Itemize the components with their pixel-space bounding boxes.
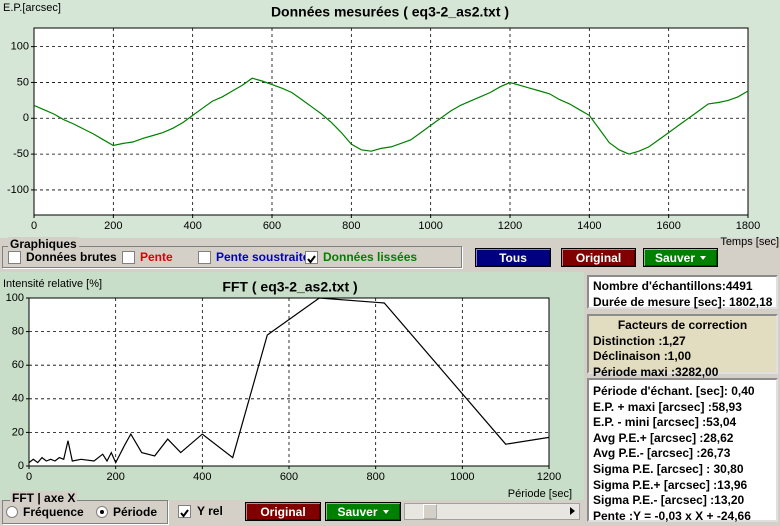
checkbox[interactable] [122, 251, 135, 264]
x-axis-label: Temps [sec] [720, 236, 779, 248]
button[interactable]: Sauver [325, 502, 401, 521]
button[interactable]: Original [561, 248, 636, 267]
y-tick-label: 20 [12, 426, 24, 438]
checkbox[interactable] [178, 505, 191, 518]
x-tick-label: 200 [106, 471, 124, 483]
group-title: FFT | axe X [10, 491, 78, 505]
x-tick-label: 800 [366, 471, 384, 483]
data-line [33, 77, 749, 155]
button[interactable]: Tous [475, 248, 551, 267]
x-tick-label: 0 [26, 471, 32, 483]
y-tick-label: 40 [12, 393, 24, 405]
stat-line: Durée de mesure [sec]: 1802,18 [593, 294, 773, 309]
x-tick-label: 1800 [736, 220, 760, 232]
radio-label: Fréquence [23, 505, 84, 519]
checkbox[interactable] [305, 251, 318, 264]
x-tick-label: 1200 [498, 220, 522, 232]
dropdown-arrow [700, 255, 707, 260]
checkbox-label: Pente [140, 250, 173, 264]
button[interactable]: Sauver [643, 248, 718, 267]
button-label: Sauver [337, 504, 378, 519]
button-label: Sauver [654, 250, 696, 265]
y-tick-label: 100 [6, 292, 24, 304]
y-tick-label: 0 [23, 112, 29, 124]
y-tick-label: 0 [18, 460, 24, 472]
y-tick-label: 60 [12, 359, 24, 371]
group-title: Graphiques [8, 237, 79, 251]
checkbox-label: Pente soustraite [216, 250, 310, 264]
stat-line: Avg P.E.- [arcsec] :26,73 [593, 446, 731, 461]
y-axis-label: Intensité relative [%] [3, 278, 102, 290]
y-tick-label: -50 [13, 148, 29, 160]
check-mark [180, 509, 189, 518]
x-tick-label: 1000 [450, 471, 474, 483]
scroll-thumb[interactable] [423, 504, 437, 519]
stat-line: Déclinaison :1,00 [593, 349, 692, 364]
checkbox-label: Données lissées [323, 250, 418, 264]
panel-title: Facteurs de correction [617, 318, 748, 332]
y-axis-label: E.P.[arcsec] [3, 2, 61, 14]
scroll-arrow[interactable] [570, 507, 575, 515]
y-tick-label: -100 [7, 184, 29, 196]
chart-title: Données mesurées ( eq3-2_as2.txt ) [271, 4, 509, 20]
dropdown-arrow [382, 509, 389, 514]
data-line [28, 297, 550, 464]
radio-label: Période [113, 505, 158, 519]
x-tick-label: 600 [263, 220, 281, 232]
radio-button[interactable] [96, 506, 108, 518]
x-tick-label: 800 [342, 220, 360, 232]
x-tick-label: 1000 [418, 220, 442, 232]
y-tick-label: 100 [11, 41, 29, 53]
stat-line: E.P. - mini [arcsec] :53,04 [593, 415, 737, 430]
x-tick-label: 1400 [577, 220, 601, 232]
scrollbar[interactable] [404, 503, 580, 520]
button-label: Original [260, 504, 306, 519]
radio-dot [100, 510, 104, 514]
x-tick-label: 600 [280, 471, 298, 483]
radio-button[interactable] [6, 506, 18, 518]
y-tick-label: 80 [12, 326, 24, 338]
stats-panel: Nombre d'échantillons:4491 Durée de mesur… [587, 275, 778, 309]
fft-chart: FFT ( eq3-2_as2.txt ) Intensité relative… [0, 272, 584, 500]
stat-line: Sigma P.E.+ [arcsec] :13,96 [593, 477, 748, 492]
stat-line: Distinction :1,27 [593, 333, 686, 348]
checkbox[interactable] [198, 251, 211, 264]
x-tick-label: 0 [31, 220, 37, 232]
stat-line: Avg P.E.+ [arcsec] :28,62 [593, 430, 734, 445]
x-tick-label: 200 [104, 220, 122, 232]
button[interactable]: Original [245, 502, 321, 521]
button-label: Original [575, 250, 622, 265]
stat-line: Nombre d'échantillons:4491 [593, 279, 753, 293]
checkbox[interactable] [8, 251, 21, 264]
stat-line: Période maxi :3282,00 [593, 364, 719, 379]
checkbox-label: Y rel [197, 504, 223, 518]
chart-title: FFT ( eq3-2_as2.txt ) [222, 279, 357, 295]
stat-line: Sigma P.E. [arcsec] : 30,80 [593, 461, 744, 476]
stat-line: Sigma P.E.- [arcsec] :13,20 [593, 493, 745, 508]
button-label: Tous [499, 250, 527, 265]
x-tick-label: 1200 [537, 471, 561, 483]
x-tick-label: 400 [183, 220, 201, 232]
stat-line: Pente :Y = -0,03 x X + -24,66 [593, 508, 751, 523]
group-box [2, 246, 462, 268]
y-tick-label: 50 [17, 76, 29, 88]
group-box [2, 500, 168, 524]
stat-line: Période d'échant. [sec]: 0,40 [593, 384, 755, 398]
check-mark [307, 255, 316, 264]
x-tick-label: 1600 [656, 220, 680, 232]
correction-panel: Facteurs de correction Distinction :1,27 D… [587, 314, 778, 379]
stat-line: E.P. + maxi [arcsec] :58,93 [593, 399, 742, 414]
plot-area [33, 27, 749, 216]
results-panel: Période d'échant. [sec]: 0,40 E.P. + maxi… [587, 378, 778, 523]
x-axis-label: Période [sec] [508, 488, 572, 500]
measured-chart: Données mesurées ( eq3-2_as2.txt ) E.P.[… [0, 0, 780, 248]
x-tick-label: 400 [193, 471, 211, 483]
checkbox-label: Données brutes [26, 250, 117, 264]
